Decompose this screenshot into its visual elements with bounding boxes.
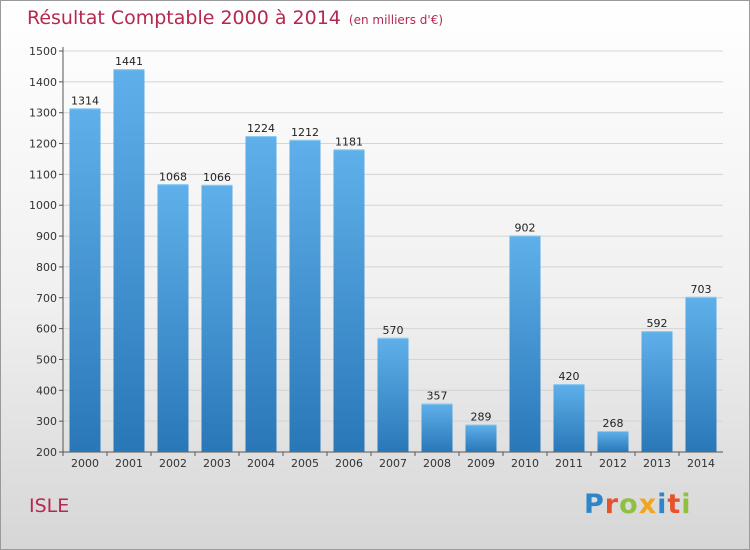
bar [113, 69, 145, 453]
logo-letter: r [604, 489, 620, 520]
title-line: Résultat Comptable 2000 à 2014 (en millie… [27, 7, 443, 29]
data-label: 1066 [203, 171, 231, 184]
bar [553, 384, 585, 452]
logo-letter: x [638, 489, 658, 520]
data-label: 1441 [115, 55, 143, 68]
data-label: 268 [603, 417, 624, 430]
logo-letter: i [657, 489, 668, 520]
data-label: 1068 [159, 170, 187, 183]
x-tick-label: 2008 [423, 457, 451, 470]
chart-subtitle: (en milliers d'€) [348, 13, 444, 27]
y-tick-label: 1000 [29, 199, 57, 212]
y-tick-label: 400 [36, 384, 57, 397]
y-tick-label: 1200 [29, 138, 57, 151]
x-tick-label: 2001 [115, 457, 143, 470]
data-label: 592 [647, 317, 668, 330]
y-tick-label: 1400 [29, 76, 57, 89]
x-tick-label: 2000 [71, 457, 99, 470]
labels: 200 300 400 500 600 700 800 900 1000 1100 1200 1300… [29, 45, 715, 470]
bar [685, 296, 717, 452]
x-tick-label: 2006 [335, 457, 363, 470]
y-tick-label: 200 [36, 446, 57, 459]
x-tick-label: 2014 [687, 457, 715, 470]
commune-name: ISLE [29, 495, 70, 517]
bar [201, 184, 233, 452]
y-tick-label: 900 [36, 230, 57, 243]
data-label: 1212 [291, 126, 319, 139]
proxiti-logo[interactable]: Proxiti [584, 489, 692, 520]
x-tick-label: 2003 [203, 457, 231, 470]
y-tick-label: 1300 [29, 107, 57, 120]
bar [289, 139, 321, 453]
logo-letter: o [619, 489, 639, 520]
bar [69, 108, 101, 453]
chart-title: Résultat Comptable 2000 à 2014 [27, 7, 341, 29]
logo-letter: t [667, 489, 682, 520]
bar [333, 149, 365, 452]
bar [641, 331, 673, 452]
x-tick-label: 2007 [379, 457, 407, 470]
bar [377, 337, 409, 452]
bar [421, 403, 453, 452]
x-tick-label: 2012 [599, 457, 627, 470]
data-label: 357 [427, 390, 448, 403]
data-label: 1224 [247, 122, 275, 135]
bar [157, 184, 189, 453]
bar [509, 235, 541, 452]
data-label: 902 [515, 221, 536, 234]
y-tick-label: 1500 [29, 45, 57, 58]
x-tick-label: 2013 [643, 457, 671, 470]
logo-letter: P [584, 489, 605, 520]
x-tick-label: 2005 [291, 457, 319, 470]
bar [597, 431, 629, 452]
y-tick-label: 700 [36, 292, 57, 305]
x-tick-label: 2002 [159, 457, 187, 470]
y-tick-label: 800 [36, 261, 57, 274]
x-tick-label: 2010 [511, 457, 539, 470]
data-label: 1314 [71, 94, 99, 107]
y-tick-label: 600 [36, 323, 57, 336]
data-label: 1181 [335, 135, 363, 148]
data-label: 570 [383, 324, 404, 337]
logo-letter: i [681, 489, 692, 520]
bars [69, 69, 717, 453]
y-tick-label: 1100 [29, 168, 57, 181]
bar [245, 136, 277, 453]
bar [465, 424, 497, 452]
y-tick-label: 300 [36, 415, 57, 428]
x-tick-label: 2009 [467, 457, 495, 470]
y-tick-label: 500 [36, 353, 57, 366]
x-tick-label: 2011 [555, 457, 583, 470]
x-tick-label: 2004 [247, 457, 275, 470]
data-label: 289 [471, 411, 492, 424]
data-label: 420 [559, 370, 580, 383]
data-label: 703 [691, 283, 712, 296]
